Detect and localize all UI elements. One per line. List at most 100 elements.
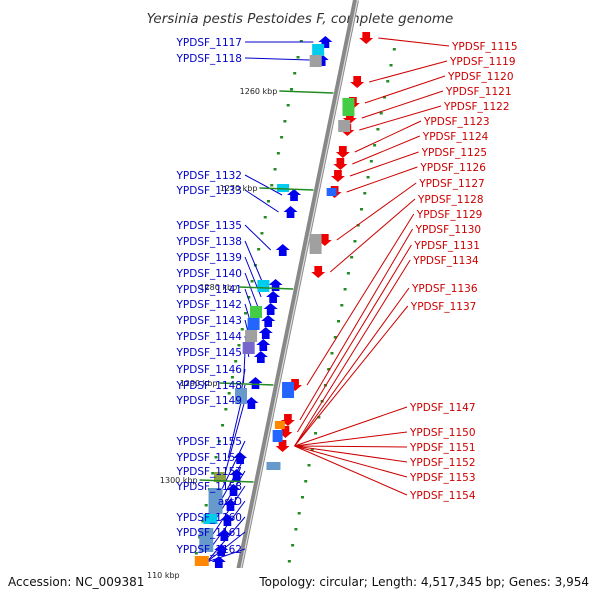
right-leader-line	[354, 120, 422, 153]
forward-gene-arrow	[258, 327, 273, 339]
left-gene-label: YPDSF_1148	[175, 380, 242, 392]
tick-mark	[234, 360, 238, 363]
left-gene-label: YPDSF_1140	[175, 268, 242, 280]
gene-block	[309, 234, 322, 254]
left-leader-line	[244, 57, 310, 61]
footer-background	[0, 568, 600, 600]
left-gene-label: YPDSF_1142	[175, 299, 242, 311]
tick-mark	[247, 296, 251, 299]
tick-marks	[191, 40, 396, 579]
right-leader-line	[378, 37, 450, 47]
tick-mark	[299, 40, 303, 43]
forward-gene-arrow	[283, 206, 298, 218]
tick-mark	[221, 424, 225, 427]
forward-gene-arrow	[275, 244, 290, 256]
forward-gene-arrow	[266, 291, 281, 303]
right-leader-line	[306, 213, 415, 386]
tick-mark	[314, 432, 318, 435]
left-leader-line	[244, 174, 283, 196]
left-leader-line	[244, 272, 260, 310]
tick-mark	[376, 128, 380, 131]
tick-mark	[257, 248, 261, 251]
gene-block	[245, 330, 258, 342]
left-gene-label: YPDSF_1149	[175, 395, 242, 407]
right-gene-label: YPDSF_1131	[413, 240, 480, 252]
tick-mark	[300, 496, 304, 499]
reverse-gene-arrow	[311, 266, 326, 278]
tick-mark	[304, 480, 308, 483]
left-gene-label: YPDSF_1155	[175, 436, 242, 448]
topology-text: Topology: circular; Length: 4,517,345 bp…	[258, 575, 589, 589]
tick-mark	[201, 520, 205, 523]
right-gene-label: YPDSF_1123	[423, 116, 490, 128]
gene-block	[338, 120, 351, 132]
right-leader-line	[294, 445, 408, 478]
tick-mark	[337, 320, 341, 323]
left-gene-label: YPDSF_1132	[175, 170, 242, 182]
tick-mark	[392, 48, 396, 51]
right-gene-label: YPDSF_1130	[415, 224, 482, 236]
forward-gene-arrow	[223, 499, 238, 511]
tick-mark	[353, 240, 357, 243]
right-gene-label: YPDSF_1154	[409, 490, 476, 502]
left-gene-label: YPDSF_1139	[175, 252, 242, 264]
gene-block	[257, 280, 270, 292]
tick-mark	[346, 272, 350, 275]
kbp-label: 1300 kbp	[160, 476, 198, 485]
right-leader-line	[294, 445, 408, 448]
gene-block	[208, 488, 223, 514]
tick-mark	[307, 464, 311, 467]
forward-gene-arrow	[220, 514, 235, 526]
right-leader-line	[294, 406, 408, 447]
gene-block	[242, 342, 255, 354]
right-gene-label: YPDSF_1147	[409, 402, 476, 414]
kbp-label: 1280 kbp	[199, 283, 237, 292]
forward-gene-arrow	[261, 315, 276, 327]
gene-features	[194, 32, 374, 568]
tick-mark	[224, 408, 228, 411]
right-gene-label: YPDSF_1120	[447, 71, 514, 83]
left-gene-label: YPDSF_1138	[175, 236, 242, 248]
tick-mark	[366, 176, 370, 179]
tick-mark	[297, 512, 301, 515]
tick-mark	[260, 232, 264, 235]
gene-block	[312, 44, 325, 56]
tick-mark	[250, 280, 254, 283]
left-gene-label: YPDSF_1141	[175, 284, 242, 296]
right-gene-label: YPDSF_1127	[418, 178, 485, 190]
forward-gene-arrow	[233, 452, 248, 464]
forward-gene-arrow	[256, 339, 271, 351]
gene-block	[194, 556, 209, 566]
tick-mark	[194, 552, 198, 555]
tick-mark	[273, 168, 277, 171]
tick-mark	[267, 200, 270, 203]
kbp-label-bottom: 110 kbp	[147, 571, 180, 580]
left-gene-label: YPDSF_1145	[175, 347, 242, 359]
accession-text: Accession: NC_009381	[8, 575, 144, 589]
gene-block	[214, 472, 227, 482]
tick-mark	[296, 56, 300, 59]
left-leader-line	[206, 531, 246, 563]
kbp-tick	[219, 382, 274, 386]
tick-mark	[217, 440, 221, 443]
kbp-label: 1290 kbp	[180, 379, 218, 388]
tick-mark	[293, 72, 297, 75]
forward-gene-arrow	[263, 303, 278, 315]
right-leader-line	[329, 198, 416, 273]
right-gene-label: YPDSF_1119	[449, 56, 516, 68]
reverse-gene-arrow	[330, 170, 345, 182]
forward-gene-arrow	[217, 529, 232, 541]
right-gene-label: YPDSF_1150	[409, 427, 476, 439]
left-leader-line	[244, 240, 265, 286]
tick-mark	[389, 64, 393, 67]
tick-mark	[386, 80, 390, 83]
left-gene-label: YPDSF_1160	[175, 512, 242, 524]
gene-block	[282, 382, 295, 398]
reverse-gene-arrow	[335, 146, 350, 158]
forward-gene-arrow	[214, 544, 229, 556]
right-leader-line	[294, 445, 408, 496]
tick-mark	[286, 104, 290, 107]
tick-mark	[360, 208, 363, 211]
right-gene-label: YPDSF_1124	[422, 131, 489, 143]
